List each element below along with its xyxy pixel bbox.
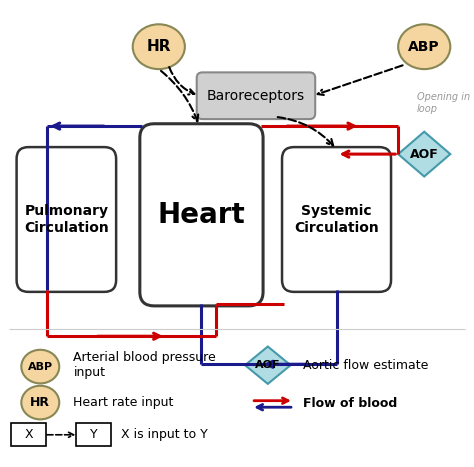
FancyBboxPatch shape	[17, 147, 116, 292]
Text: Baroreceptors: Baroreceptors	[207, 89, 305, 103]
Text: HR: HR	[146, 39, 171, 54]
Text: Systemic
Circulation: Systemic Circulation	[294, 205, 379, 234]
Text: HR: HR	[30, 396, 50, 409]
Text: Flow of blood: Flow of blood	[303, 397, 398, 410]
Text: Y: Y	[90, 428, 98, 441]
Text: Aortic flow estimate: Aortic flow estimate	[303, 359, 429, 372]
Text: ABP: ABP	[409, 40, 440, 54]
Text: Heart rate input: Heart rate input	[73, 396, 174, 409]
Text: Heart: Heart	[157, 201, 246, 229]
FancyBboxPatch shape	[76, 423, 111, 446]
FancyBboxPatch shape	[11, 423, 46, 446]
Polygon shape	[245, 347, 291, 384]
Ellipse shape	[21, 350, 59, 383]
Ellipse shape	[21, 386, 59, 419]
FancyBboxPatch shape	[282, 147, 391, 292]
Ellipse shape	[398, 24, 450, 69]
Text: Pulmonary
Circulation: Pulmonary Circulation	[24, 205, 109, 234]
FancyBboxPatch shape	[197, 72, 315, 119]
Text: AOF: AOF	[255, 360, 281, 370]
Text: X is input to Y: X is input to Y	[121, 428, 208, 441]
FancyBboxPatch shape	[140, 124, 263, 306]
Text: ABP: ABP	[27, 361, 53, 372]
Text: X: X	[24, 428, 33, 441]
Text: AOF: AOF	[410, 148, 438, 161]
Polygon shape	[398, 132, 450, 177]
Text: Opening in
loop: Opening in loop	[417, 92, 470, 113]
Ellipse shape	[133, 24, 185, 69]
Text: Arterial blood pressure
input: Arterial blood pressure input	[73, 351, 216, 379]
